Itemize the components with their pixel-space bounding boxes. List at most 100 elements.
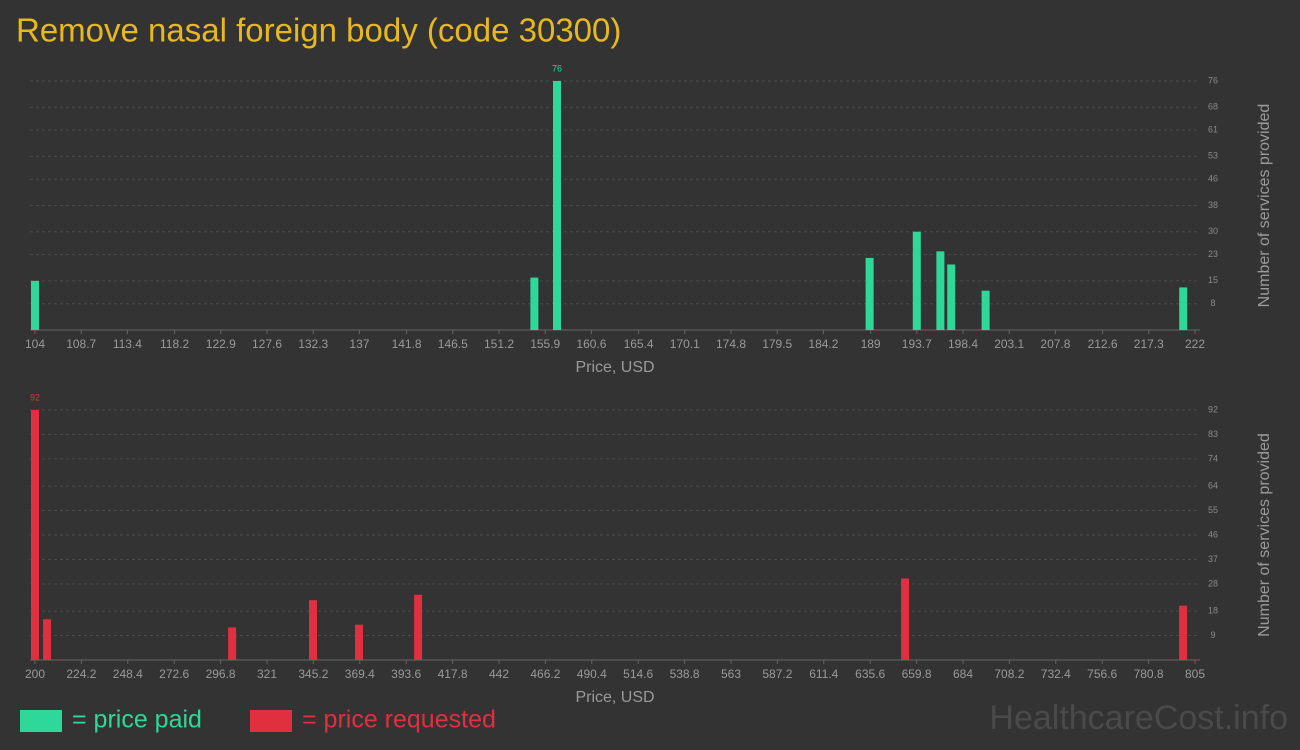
x-tick-label: 611.4 xyxy=(809,667,838,681)
bar xyxy=(936,251,945,330)
x-tick-label: 296.8 xyxy=(206,667,236,681)
x-tick-label: 563 xyxy=(721,667,741,681)
y-tick-label: 30 xyxy=(1208,226,1218,236)
y-tick-label: 23 xyxy=(1208,249,1218,259)
x-tick-label: 217.3 xyxy=(1134,337,1164,351)
x-axis-label: Price, USD xyxy=(575,359,654,376)
x-tick-label: 417.8 xyxy=(438,667,468,681)
x-tick-label: 165.4 xyxy=(624,337,654,351)
x-tick-label: 222 xyxy=(1185,337,1205,351)
x-tick-label: 207.8 xyxy=(1040,337,1070,351)
x-tick-label: 659.8 xyxy=(902,667,932,681)
y-tick-label: 76 xyxy=(1208,75,1218,85)
y-tick-label: 9 xyxy=(1210,630,1215,640)
x-tick-label: 224.2 xyxy=(66,667,96,681)
x-tick-label: 442 xyxy=(489,667,509,681)
bar xyxy=(553,81,561,330)
bar xyxy=(309,600,318,660)
y-tick-label: 15 xyxy=(1208,275,1218,285)
data-label: 76 xyxy=(552,63,562,73)
x-tick-label: 587.2 xyxy=(762,667,792,681)
x-tick-label: 184.2 xyxy=(808,337,838,351)
data-label: 92 xyxy=(30,392,40,402)
x-tick-label: 198.4 xyxy=(948,337,978,351)
x-tick-label: 179.5 xyxy=(762,337,792,351)
bar xyxy=(414,594,423,660)
y-tick-label: 18 xyxy=(1208,605,1218,615)
y-axis-label: Number of services provided xyxy=(1256,104,1273,308)
y-tick-label: 55 xyxy=(1208,505,1218,515)
bar xyxy=(228,627,237,660)
x-tick-label: 272.6 xyxy=(159,667,189,681)
y-tick-label: 61 xyxy=(1208,125,1218,135)
bar xyxy=(1179,605,1188,660)
bar xyxy=(530,277,539,330)
x-tick-label: 805 xyxy=(1185,667,1205,681)
y-tick-label: 38 xyxy=(1208,200,1218,210)
legend-label: = price paid xyxy=(72,706,202,734)
x-tick-label: 151.2 xyxy=(484,337,514,351)
y-tick-label: 64 xyxy=(1208,480,1218,490)
x-tick-label: 369.4 xyxy=(345,667,375,681)
x-tick-label: 248.4 xyxy=(113,667,143,681)
x-tick-label: 108.7 xyxy=(66,337,96,351)
x-tick-label: 780.8 xyxy=(1134,667,1164,681)
x-tick-label: 174.8 xyxy=(716,337,746,351)
bar xyxy=(31,410,39,660)
y-tick-label: 53 xyxy=(1208,151,1218,161)
x-tick-label: 538.8 xyxy=(670,667,700,681)
y-tick-label: 46 xyxy=(1208,529,1218,539)
legend-swatch xyxy=(20,710,62,732)
bar xyxy=(43,619,52,660)
bar xyxy=(865,257,874,330)
x-axis-label: Price, USD xyxy=(575,689,654,706)
x-tick-label: 137 xyxy=(349,337,369,351)
x-tick-label: 193.7 xyxy=(902,337,932,351)
x-tick-label: 104 xyxy=(25,337,45,351)
chart-title: Remove nasal foreign body (code 30300) xyxy=(16,12,621,49)
bar xyxy=(31,280,39,330)
x-tick-label: 118.2 xyxy=(160,337,189,351)
y-tick-label: 8 xyxy=(1210,298,1215,308)
bar xyxy=(901,578,910,660)
x-tick-label: 514.6 xyxy=(623,667,653,681)
y-axis-label: Number of services provided xyxy=(1256,433,1273,637)
y-tick-label: 37 xyxy=(1208,554,1218,564)
bar xyxy=(912,231,921,330)
x-tick-label: 141.8 xyxy=(392,337,422,351)
x-tick-label: 160.6 xyxy=(576,337,606,351)
x-tick-label: 490.4 xyxy=(577,667,607,681)
legend-label: = price requested xyxy=(302,706,496,734)
x-tick-label: 393.6 xyxy=(391,667,421,681)
y-tick-label: 74 xyxy=(1208,453,1218,463)
x-tick-label: 127.6 xyxy=(252,337,282,351)
x-tick-label: 132.3 xyxy=(298,337,328,351)
x-tick-label: 113.4 xyxy=(113,337,142,351)
watermark: HealthcareCost.info xyxy=(989,699,1288,737)
x-tick-label: 732.4 xyxy=(1041,667,1071,681)
y-tick-label: 83 xyxy=(1208,429,1218,439)
bar xyxy=(981,290,990,330)
legend-swatch xyxy=(250,710,292,732)
x-tick-label: 635.6 xyxy=(855,667,885,681)
x-tick-label: 756.6 xyxy=(1087,667,1117,681)
bar xyxy=(355,624,364,660)
y-tick-label: 46 xyxy=(1208,174,1218,184)
x-tick-label: 203.1 xyxy=(994,337,1024,351)
x-tick-label: 155.9 xyxy=(530,337,560,351)
x-tick-label: 200 xyxy=(25,667,45,681)
bar xyxy=(1179,287,1188,330)
x-tick-label: 212.6 xyxy=(1088,337,1118,351)
y-tick-label: 92 xyxy=(1208,404,1218,414)
x-tick-label: 321 xyxy=(257,667,277,681)
x-tick-label: 466.2 xyxy=(530,667,560,681)
x-tick-label: 146.5 xyxy=(438,337,468,351)
y-tick-label: 28 xyxy=(1208,578,1218,588)
x-tick-label: 170.1 xyxy=(670,337,700,351)
bar xyxy=(947,264,956,330)
x-tick-label: 684 xyxy=(953,667,973,681)
x-tick-label: 189 xyxy=(861,337,881,351)
